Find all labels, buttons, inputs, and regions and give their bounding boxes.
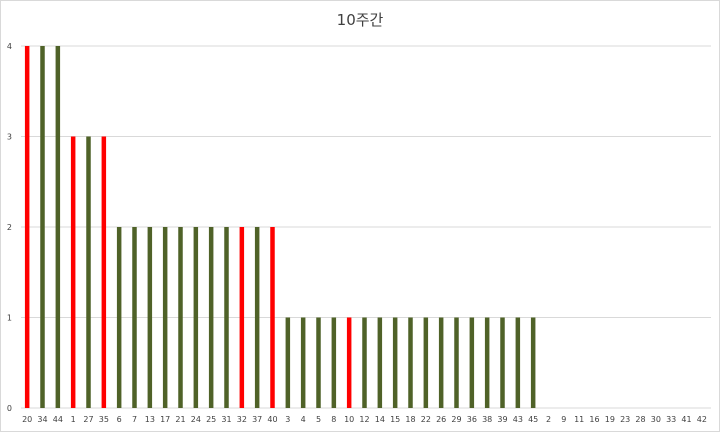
x-tick-label: 7 (132, 415, 137, 424)
bar-39 (500, 317, 505, 408)
bar-25 (208, 227, 214, 408)
x-tick-label: 24 (191, 415, 201, 424)
x-tick-label: 9 (561, 415, 566, 424)
y-tick-label: 2 (7, 223, 12, 232)
x-tick-label: 6 (117, 415, 122, 424)
x-tick-label: 4 (301, 415, 306, 424)
x-tick-label: 26 (436, 415, 446, 424)
x-tick-label: 31 (221, 415, 231, 424)
y-tick-label: 4 (7, 42, 12, 51)
y-tick-label: 3 (7, 133, 12, 142)
x-tick-label: 45 (528, 415, 538, 424)
x-tick-label: 37 (252, 415, 262, 424)
bar-3 (285, 317, 291, 408)
x-tick-label: 22 (421, 415, 431, 424)
bar-27 (86, 136, 91, 408)
bar-34 (40, 46, 45, 408)
bar-32 (239, 227, 245, 408)
x-tick-label: 21 (175, 415, 185, 424)
x-tick-label: 16 (589, 415, 599, 424)
bar-15 (392, 317, 398, 408)
bar-44 (55, 46, 61, 408)
x-tick-label: 28 (635, 415, 645, 424)
x-tick-label: 19 (605, 415, 615, 424)
bar-21 (178, 227, 183, 408)
bar-22 (423, 317, 429, 408)
bar-37 (254, 227, 260, 408)
x-tick-label: 40 (267, 415, 277, 424)
x-tick-label: 5 (316, 415, 321, 424)
x-tick-label: 12 (359, 415, 369, 424)
x-tick-label: 30 (651, 415, 661, 424)
x-tick-label: 18 (405, 415, 415, 424)
x-tick-label: 27 (83, 415, 93, 424)
bar-35 (101, 136, 107, 408)
bar-18 (408, 317, 413, 408)
x-tick-label: 17 (160, 415, 170, 424)
x-tick-label: 14 (375, 415, 385, 424)
x-tick-label: 20 (22, 415, 32, 424)
bar-36 (469, 317, 475, 408)
x-tick-label: 33 (666, 415, 676, 424)
x-tick-label: 3 (285, 415, 290, 424)
bar-8 (331, 317, 337, 408)
bar-26 (438, 317, 444, 408)
bar-20 (24, 46, 30, 408)
x-tick-label: 42 (697, 415, 707, 424)
x-tick-label: 38 (482, 415, 492, 424)
bar-43 (515, 317, 521, 408)
y-tick-label: 1 (7, 314, 12, 323)
bar-13 (147, 227, 153, 408)
bar-1 (70, 136, 76, 408)
y-tick-label: 0 (7, 404, 12, 413)
x-tick-label: 32 (237, 415, 247, 424)
x-tick-label: 29 (451, 415, 461, 424)
x-tick-label: 13 (145, 415, 155, 424)
bar-29 (454, 317, 459, 408)
bar-38 (484, 317, 490, 408)
bar-7 (132, 227, 137, 408)
x-tick-label: 41 (681, 415, 691, 424)
x-tick-label: 36 (467, 415, 477, 424)
x-tick-label: 10 (344, 415, 354, 424)
x-tick-label: 39 (497, 415, 507, 424)
x-tick-label: 11 (574, 415, 584, 424)
x-tick-label: 44 (53, 415, 63, 424)
bar-14 (377, 317, 383, 408)
x-tick-label: 23 (620, 415, 630, 424)
bar-6 (116, 227, 122, 408)
x-tick-label: 2 (546, 415, 551, 424)
bar-4 (300, 317, 306, 408)
x-tick-label: 43 (513, 415, 523, 424)
bar-17 (162, 227, 168, 408)
bar-24 (193, 227, 199, 408)
bar-5 (316, 317, 321, 408)
x-tick-label: 35 (99, 415, 109, 424)
bar-45 (530, 317, 536, 408)
bar-31 (224, 227, 229, 408)
bar-10 (346, 317, 352, 408)
bar-40 (270, 227, 275, 408)
x-tick-label: 25 (206, 415, 216, 424)
chart-title: 10주간 (336, 11, 384, 29)
x-tick-label: 15 (390, 415, 400, 424)
x-tick-label: 8 (331, 415, 336, 424)
x-tick-label: 34 (37, 415, 47, 424)
bar-12 (362, 317, 367, 408)
x-tick-label: 1 (71, 415, 76, 424)
